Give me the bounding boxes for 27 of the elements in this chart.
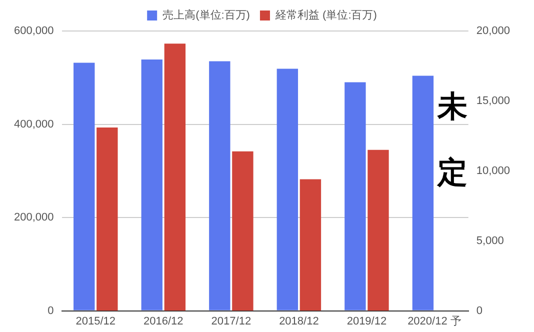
bar [232, 151, 254, 311]
x-tick-label: 2020/12 予 [408, 315, 462, 328]
bar [96, 128, 118, 311]
x-tick-label: 2019/12 [346, 315, 387, 328]
annotation: 未定 [436, 90, 468, 190]
legend-label: 経常利益 (単位:百万) [274, 8, 377, 22]
x-tick-label: 2018/12 [279, 315, 319, 328]
bar [141, 59, 162, 310]
bar [412, 76, 434, 310]
y-tick-label: 0 [48, 304, 54, 317]
x-tick-label: 2016/12 [144, 315, 184, 328]
y-tick-label: 400,000 [14, 118, 54, 130]
x-tick-label: 2017/12 [211, 315, 252, 328]
x-tick-label: 2015/12 [76, 315, 116, 328]
legend-label: 売上高(単位:百万) [162, 8, 250, 22]
y2-tick-label: 15,000 [476, 94, 510, 107]
bar [74, 62, 95, 310]
bar [209, 61, 230, 310]
bar [344, 82, 366, 310]
bar [164, 44, 186, 311]
y2-tick-label: 10,000 [476, 164, 510, 177]
y2-tick-label: 0 [476, 304, 482, 317]
bar [368, 150, 389, 311]
y-tick-label: 600,000 [14, 25, 54, 38]
y-tick-label: 200,000 [14, 212, 54, 224]
y2-tick-label: 5,000 [476, 234, 504, 247]
y2-tick-label: 20,000 [476, 25, 510, 38]
